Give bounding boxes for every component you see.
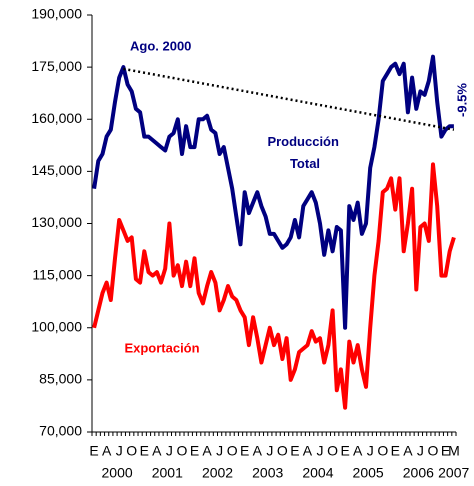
x-tick-label: E xyxy=(89,443,98,459)
year-label: 2001 xyxy=(152,465,183,481)
y-tick-label: 130,000 xyxy=(31,214,82,230)
year-label: 2003 xyxy=(252,465,283,481)
y-tick-label: 160,000 xyxy=(31,110,82,126)
year-label: 2005 xyxy=(353,465,384,481)
x-tick-label: J xyxy=(116,443,123,459)
x-tick-label: O xyxy=(177,443,188,459)
y-tick-label: 70,000 xyxy=(39,423,82,439)
x-tick-label: A xyxy=(303,443,313,459)
x-tick-label: O xyxy=(327,443,338,459)
x-tick-label: O xyxy=(428,443,439,459)
x-tick-label: J xyxy=(417,443,424,459)
series-label: Producción Total xyxy=(267,134,342,171)
x-tick-label: J xyxy=(367,443,374,459)
x-tick-label: J xyxy=(266,443,273,459)
year-label: 2000 xyxy=(102,465,133,481)
y-tick-label: 175,000 xyxy=(31,58,82,74)
change-annotation: -9.5% xyxy=(454,83,469,117)
y-tick-label: 100,000 xyxy=(31,318,82,334)
year-label: 2006 xyxy=(403,465,434,481)
x-tick-label: E xyxy=(290,443,299,459)
x-tick-label: O xyxy=(377,443,388,459)
x-tick-label: O xyxy=(227,443,238,459)
trend-line xyxy=(123,67,455,131)
x-tick-label: A xyxy=(102,443,112,459)
y-tick-label: 145,000 xyxy=(31,162,82,178)
series-label: Exportación xyxy=(124,340,199,355)
x-tick-label: J xyxy=(317,443,324,459)
peak-annotation: Ago. 2000 xyxy=(130,38,191,53)
x-tick-label: E xyxy=(240,443,249,459)
x-tick-label: J xyxy=(166,443,173,459)
x-tick-label: A xyxy=(353,443,363,459)
x-tick-label: A xyxy=(403,443,413,459)
x-tick-label: J xyxy=(216,443,223,459)
x-tick-label: E xyxy=(140,443,149,459)
x-tick-label: A xyxy=(253,443,263,459)
x-tick-label: E xyxy=(441,443,450,459)
year-label: 2002 xyxy=(202,465,233,481)
x-tick-label: E xyxy=(391,443,400,459)
year-label: 2007 xyxy=(438,465,469,481)
y-tick-label: 85,000 xyxy=(39,371,82,387)
series-line xyxy=(92,54,454,330)
x-tick-label: E xyxy=(340,443,349,459)
x-tick-label: E xyxy=(190,443,199,459)
x-tick-label: O xyxy=(277,443,288,459)
y-tick-label: 115,000 xyxy=(32,266,82,282)
series-line xyxy=(92,162,456,410)
x-tick-label: A xyxy=(152,443,162,459)
year-label: 2004 xyxy=(302,465,333,481)
x-tick-label: O xyxy=(126,443,137,459)
x-tick-label: M xyxy=(448,443,460,459)
x-tick-label: A xyxy=(202,443,212,459)
y-tick-label: 190,000 xyxy=(31,6,82,22)
